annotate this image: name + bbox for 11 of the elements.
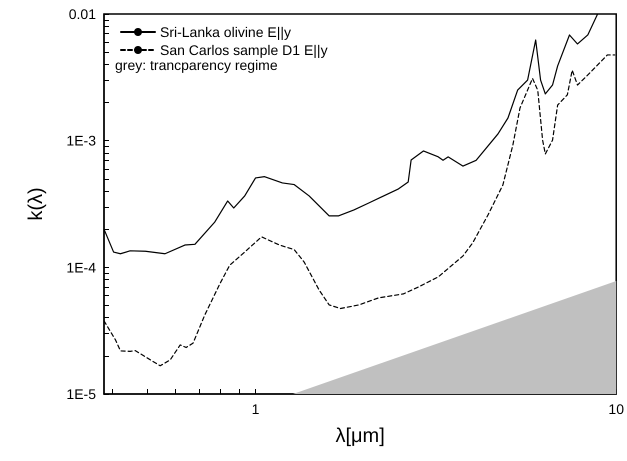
y-tick-label: 1E-3 — [66, 132, 96, 149]
annotation: grey: trancparency regime — [115, 57, 278, 73]
x-axis-title: λ[μm] — [335, 425, 385, 447]
y-axis-title: k(λ) — [25, 187, 47, 221]
y-tick-label: 1E-4 — [66, 259, 96, 276]
x-tick-label: 10 — [608, 401, 624, 417]
x-tick-label: 1 — [252, 401, 260, 417]
legend-label: Sri-Lanka olivine E||y — [160, 24, 291, 40]
y-tick-label: 1E-5 — [66, 386, 96, 402]
y-tick-label: 0.01 — [68, 6, 96, 22]
legend-label: San Carlos sample D1 E||y — [160, 42, 328, 58]
